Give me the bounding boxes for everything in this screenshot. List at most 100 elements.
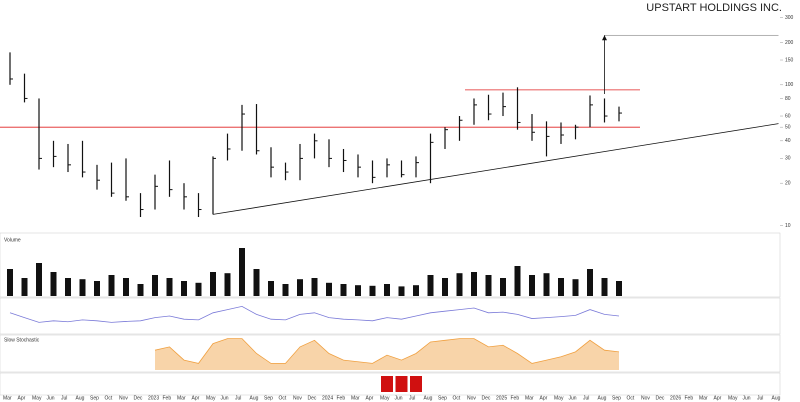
x-tick-label: Dec (308, 395, 317, 401)
volume-bar (601, 278, 608, 296)
x-tick-label: Feb (685, 395, 694, 401)
x-tick-label: Aug (76, 395, 85, 401)
volume-bar (427, 275, 434, 296)
x-tick-label: Jul (61, 395, 67, 401)
signal-bar (410, 376, 422, 392)
volume-bar (50, 272, 57, 296)
y-tick-label: 60 (785, 113, 791, 119)
volume-bar (94, 281, 100, 296)
x-tick-label: Feb (163, 395, 172, 401)
volume-bar (65, 278, 71, 296)
x-tick-label: Dec (656, 395, 665, 401)
volume-bar (616, 281, 622, 296)
volume-bar (137, 284, 144, 296)
x-tick-label: Oct (105, 395, 113, 401)
volume-bar (529, 275, 535, 296)
x-tick-label: Oct (627, 395, 635, 401)
signal-bar (381, 376, 393, 392)
x-tick-label: Sep (438, 395, 447, 401)
volume-bar (166, 278, 173, 296)
volume-bar (282, 284, 289, 296)
x-tick-label: Jun (743, 395, 751, 401)
x-tick-label: Sep (90, 395, 99, 401)
volume-bar (543, 273, 550, 296)
volume-bar (587, 269, 593, 296)
x-tick-label: 2025 (496, 395, 507, 401)
x-tick-label: Mar (525, 395, 534, 401)
y-tick-label: 80 (785, 96, 791, 102)
x-tick-label: Jul (409, 395, 415, 401)
volume-bar (326, 282, 332, 296)
y-tick-label: 20 (785, 181, 791, 187)
x-tick-label: Apr (540, 395, 548, 401)
x-tick-label: Jun (395, 395, 403, 401)
x-tick-label: May (206, 395, 216, 401)
y-tick-label: 200 (785, 40, 794, 46)
x-tick-label: Apr (366, 395, 374, 401)
volume-bar (21, 278, 28, 296)
x-tick-label: Apr (18, 395, 26, 401)
x-tick-label: Sep (612, 395, 621, 401)
volume-label: Volume (4, 237, 21, 243)
volume-bar (355, 285, 361, 296)
y-tick-label: 100 (785, 82, 794, 88)
x-tick-label: Apr (192, 395, 200, 401)
y-tick-label: 30 (785, 156, 791, 162)
x-tick-label: Nov (467, 395, 476, 401)
x-tick-label: May (32, 395, 42, 401)
x-tick-label: Jul (583, 395, 589, 401)
x-tick-label: Jun (221, 395, 229, 401)
x-tick-label: Aug (772, 395, 781, 401)
x-tick-label: Nov (641, 395, 650, 401)
x-tick-label: 2023 (148, 395, 159, 401)
x-tick-label: Sep (264, 395, 273, 401)
volume-bar (442, 278, 448, 296)
rsi-panel (0, 297, 781, 335)
volume-bar (514, 266, 521, 296)
x-tick-label: Jun (47, 395, 55, 401)
volume-bar (398, 286, 405, 296)
volume-bar (253, 269, 260, 296)
volume-bar (297, 279, 303, 296)
volume-bar (369, 285, 376, 296)
volume-bar (123, 278, 129, 296)
volume-bar (384, 284, 390, 296)
x-tick-label: Aug (250, 395, 259, 401)
y-tick-label: 300 (785, 15, 794, 21)
volume-bar (311, 278, 318, 296)
x-tick-label: Nov (293, 395, 302, 401)
x-tick-label: Dec (134, 395, 143, 401)
volume-bar (456, 273, 463, 296)
x-tick-label: Apr (714, 395, 722, 401)
x-tick-label: Aug (598, 395, 607, 401)
x-tick-label: May (728, 395, 738, 401)
stoch-line-area (155, 338, 619, 370)
x-tick-label: 2024 (322, 395, 333, 401)
x-tick-label: Mar (177, 395, 186, 401)
x-tick-label: Oct (279, 395, 287, 401)
volume-bar (413, 285, 419, 296)
trendline (212, 123, 779, 215)
volume-bar (195, 282, 202, 296)
y-tick-label: 150 (785, 57, 794, 63)
volume-bar (210, 272, 216, 296)
x-tick-label: Nov (119, 395, 128, 401)
volume-bar (224, 273, 231, 296)
y-tick-label: 50 (785, 125, 791, 131)
volume-bar (79, 279, 86, 296)
stoch-line (154, 338, 620, 364)
stoch-panel (0, 334, 781, 373)
volume-panel (0, 232, 781, 298)
volume-bar (108, 275, 115, 296)
x-tick-label: Dec (482, 395, 491, 401)
x-tick-label: Mar (3, 395, 12, 401)
stoch-label: Slow Stochastic (4, 337, 40, 343)
volume-bar (268, 281, 274, 296)
x-tick-label: Jul (235, 395, 241, 401)
chart-title: UPSTART HOLDINGS INC. (646, 2, 782, 14)
arrow-head (602, 35, 607, 41)
volume-bar (500, 278, 506, 296)
